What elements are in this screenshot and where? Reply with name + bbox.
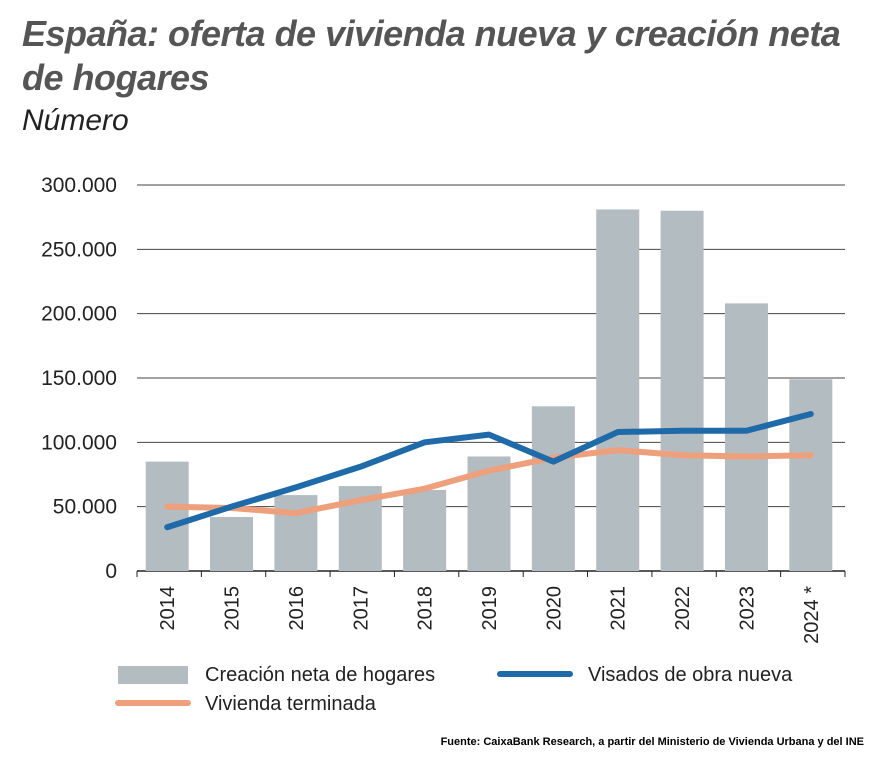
source-note: Fuente: CaixaBank Research, a partir del… [440,736,864,748]
x-axis-ticks: 2014 2015 2016 2017 2018 2019 2020 2021 2022 2023… [157,586,823,644]
series-line [164,411,814,531]
legend-label: Visados de obra nueva [588,664,793,686]
x-tick-label: 2023 [736,586,758,631]
bar [145,461,189,571]
x-tick-label: 2022 [672,586,694,631]
y-axis-ticks: 0 50.000 100.000 150.000 200.000 250.000 300.0… [41,174,117,583]
x-tick-label: 2017 [350,586,372,631]
y-tick-label: 0 [105,560,117,583]
legend-swatch-bar [118,666,188,684]
series-line [164,447,814,517]
x-tick-label: 2014 [157,586,179,631]
line-series [164,411,814,531]
bar [789,379,833,571]
bar [660,210,704,571]
bar [403,489,447,571]
x-tick-label: 2020 [543,586,565,631]
bar [531,406,575,571]
y-tick-label: 250.000 [41,238,117,261]
y-tick-label: 300.000 [41,174,117,197]
legend: Creación neta de hogares Visados de obra … [115,664,793,715]
x-tick-label: 2015 [222,586,244,631]
x-tick-label: 2021 [608,586,630,631]
x-tick-label: 2018 [415,586,437,631]
y-tick-label: 200.000 [41,303,117,326]
bar [724,303,768,571]
x-tick-label: 2024 * [801,586,823,644]
bar [596,209,640,572]
chart-subtitle: Número [22,104,129,137]
chart-title: España: oferta de vivienda nueva y creac… [22,13,841,98]
legend-label: Creación neta de hogares [205,664,435,686]
legend-label: Vivienda terminada [205,693,377,715]
y-tick-label: 150.000 [41,367,117,390]
bar [210,516,254,571]
x-tick-label: 2016 [286,586,308,631]
y-tick-label: 100.000 [41,431,117,454]
y-tick-label: 50.000 [53,496,117,519]
bar [274,495,318,571]
bar-series [145,209,833,572]
x-tick-label: 2019 [479,586,501,631]
